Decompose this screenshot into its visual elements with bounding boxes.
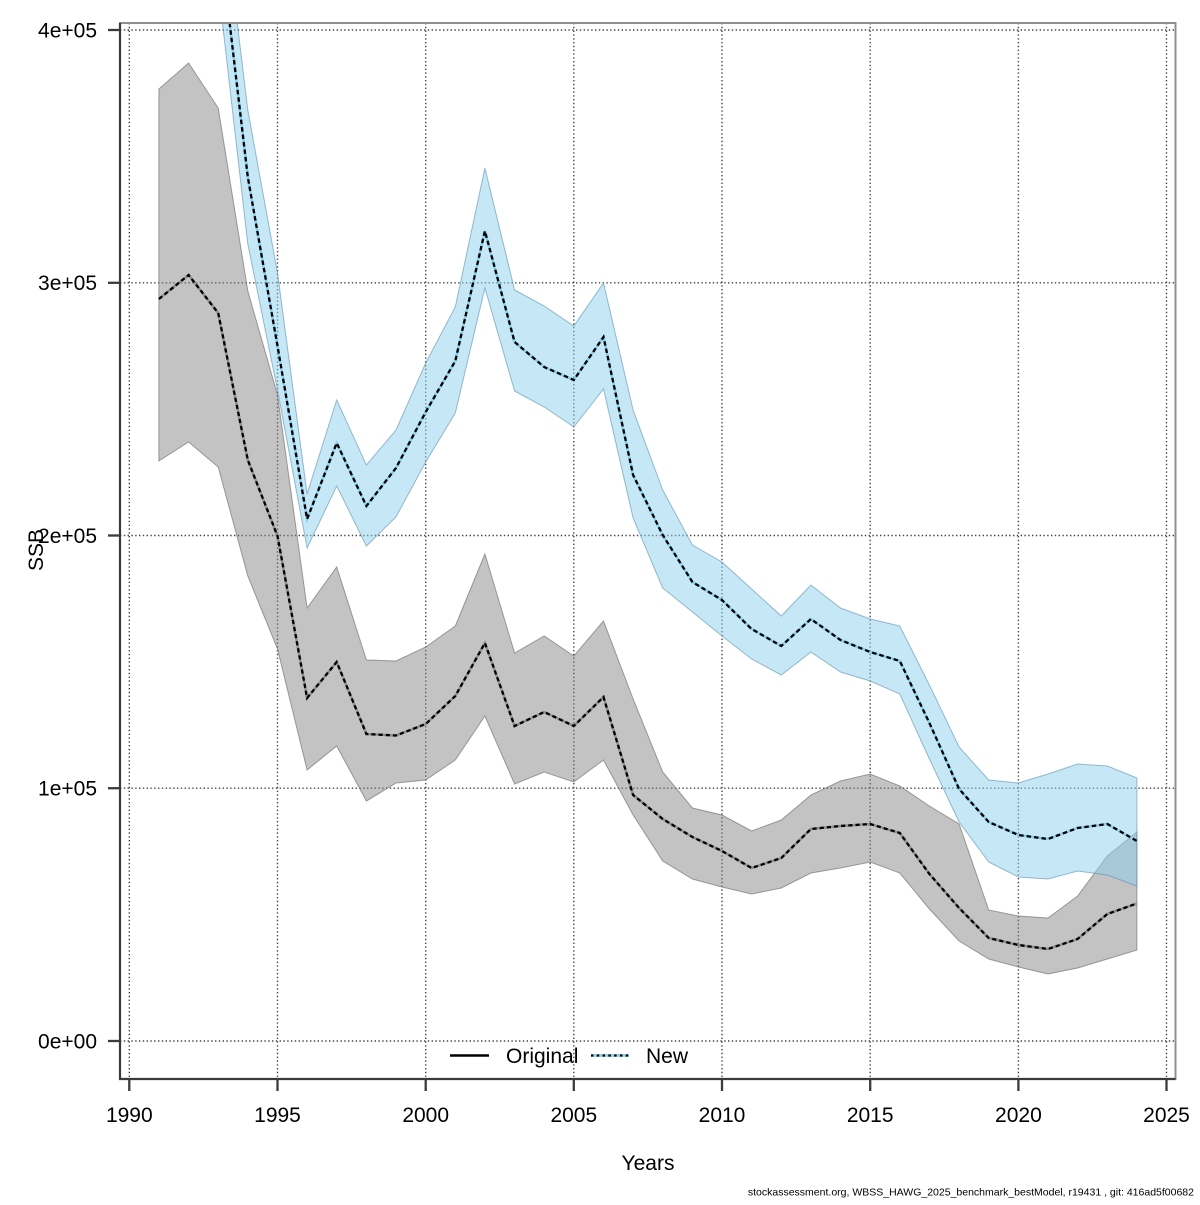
svg-text:0e+00: 0e+00 <box>38 1030 97 1053</box>
svg-text:Years: Years <box>622 1152 675 1175</box>
svg-text:2005: 2005 <box>550 1104 597 1127</box>
svg-text:SSB: SSB <box>25 529 48 571</box>
svg-text:2025: 2025 <box>1143 1104 1190 1127</box>
svg-text:1995: 1995 <box>254 1104 301 1127</box>
svg-text:2020: 2020 <box>995 1104 1042 1127</box>
svg-text:2e+05: 2e+05 <box>38 525 97 548</box>
svg-text:New: New <box>646 1045 689 1068</box>
svg-text:3e+05: 3e+05 <box>38 272 97 295</box>
svg-text:1e+05: 1e+05 <box>38 778 97 801</box>
svg-text:2000: 2000 <box>402 1104 449 1127</box>
svg-text:Original: Original <box>506 1045 578 1068</box>
svg-text:2010: 2010 <box>699 1104 746 1127</box>
svg-text:1990: 1990 <box>106 1104 153 1127</box>
svg-text:4e+05: 4e+05 <box>38 19 97 42</box>
svg-text:stockassessment.org, WBSS_HAWG: stockassessment.org, WBSS_HAWG_2025_benc… <box>748 1187 1194 1199</box>
svg-text:2015: 2015 <box>847 1104 894 1127</box>
